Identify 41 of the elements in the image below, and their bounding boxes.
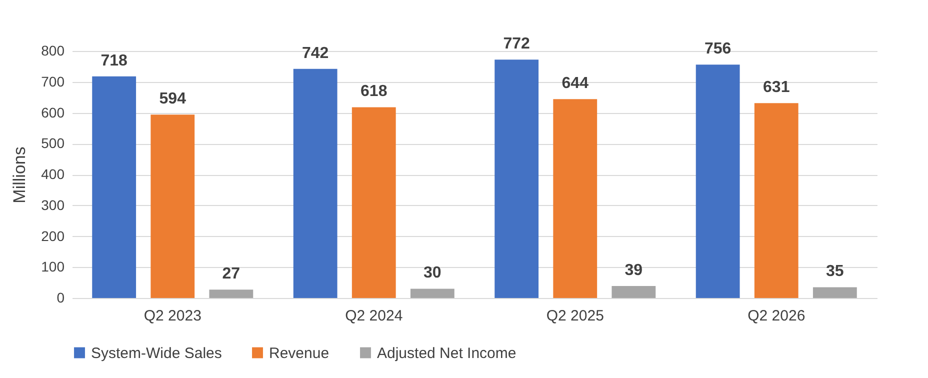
bar <box>612 286 656 298</box>
data-label: 35 <box>826 263 844 280</box>
data-label: 772 <box>503 36 530 53</box>
data-label: 644 <box>562 75 589 92</box>
bar <box>150 114 195 298</box>
legend-label: System-Wide Sales <box>91 344 222 362</box>
y-tick-label: 800 <box>41 42 65 58</box>
legend-label: Revenue <box>269 344 330 362</box>
bar <box>553 99 598 298</box>
y-tick-label: 300 <box>41 196 65 213</box>
bar <box>754 103 798 298</box>
data-label: 594 <box>159 90 186 108</box>
data-label: 39 <box>624 262 643 279</box>
y-tick-label: 600 <box>41 104 65 120</box>
data-label: 756 <box>704 40 732 58</box>
x-tick-label: Q2 2026 <box>748 308 806 324</box>
bar <box>352 107 396 298</box>
data-label: 718 <box>100 52 128 70</box>
x-tick-label: Q2 2024 <box>345 308 403 324</box>
legend-label: Adjusted Net Income <box>377 344 516 362</box>
data-label: 631 <box>763 79 790 96</box>
data-label: 618 <box>360 83 388 100</box>
y-tick-label: 700 <box>41 73 65 90</box>
bar <box>92 76 136 298</box>
bar <box>293 68 338 298</box>
y-tick-label: 0 <box>56 290 65 306</box>
data-label: 27 <box>222 266 240 283</box>
bar <box>410 288 454 298</box>
bar <box>494 60 539 298</box>
y-tick-label: 200 <box>41 228 65 244</box>
y-tick-label: 400 <box>41 166 65 182</box>
bar <box>812 287 857 298</box>
y-tick-label: 500 <box>41 135 65 152</box>
y-tick-label: 100 <box>41 258 65 275</box>
x-tick-label: Q2 2025 <box>546 308 604 324</box>
data-label: 742 <box>302 44 329 62</box>
data-label: 30 <box>424 264 442 282</box>
x-tick-label: Q2 2023 <box>144 308 202 324</box>
y-axis-title: Millions <box>10 146 30 204</box>
bar <box>696 64 740 298</box>
bar <box>209 290 254 298</box>
